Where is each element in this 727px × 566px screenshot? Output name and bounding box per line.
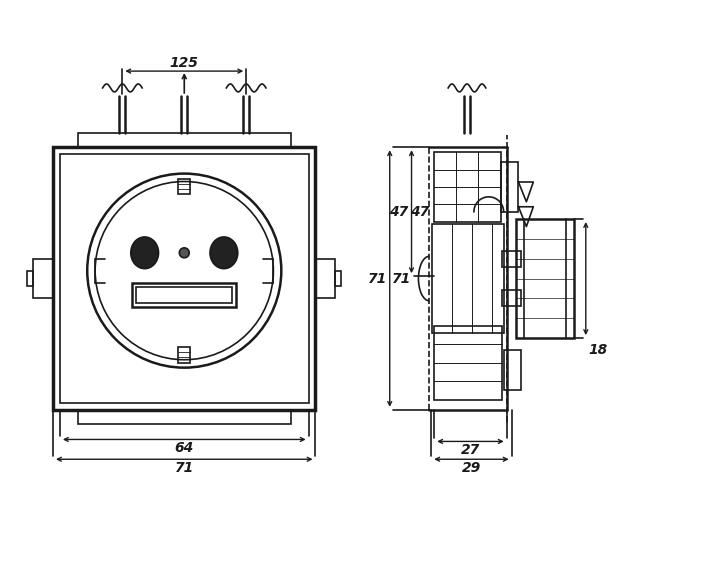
Text: 18: 18 (589, 343, 608, 357)
Bar (33, 259, 53, 298)
Text: 125: 125 (170, 56, 198, 70)
Bar (178, 347, 190, 363)
Text: 71: 71 (174, 461, 194, 475)
Bar (501, 162, 518, 212)
Text: 47: 47 (410, 205, 429, 218)
Bar (132, 284, 236, 307)
Circle shape (180, 248, 189, 258)
Ellipse shape (210, 237, 238, 269)
Bar (53, 147, 316, 410)
Bar (504, 350, 521, 390)
Bar (78, 134, 291, 147)
Text: 29: 29 (462, 461, 481, 475)
Bar (28, 271, 33, 286)
Text: 71: 71 (392, 272, 411, 285)
Bar (335, 271, 341, 286)
Bar (434, 152, 501, 222)
Text: 71: 71 (368, 272, 387, 285)
Bar (502, 290, 521, 306)
Bar (316, 259, 335, 298)
Text: 64: 64 (174, 441, 194, 456)
Bar (136, 288, 233, 303)
Bar (178, 178, 190, 194)
Text: 27: 27 (461, 443, 480, 457)
Ellipse shape (131, 237, 158, 269)
Bar (78, 410, 291, 423)
Bar (502, 251, 521, 267)
Bar (516, 219, 574, 338)
Bar (434, 325, 502, 400)
Text: 47: 47 (389, 205, 409, 218)
Bar (433, 224, 504, 333)
Bar (60, 155, 308, 403)
